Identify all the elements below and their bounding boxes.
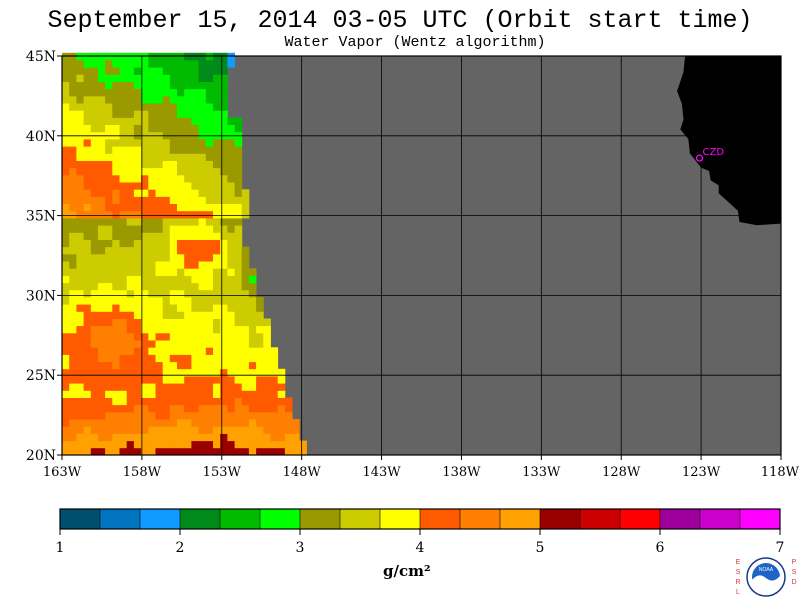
colorbar-swatch	[460, 509, 501, 529]
colorbar-swatch	[740, 509, 781, 529]
svg-text:L: L	[736, 589, 740, 596]
colorbar-units: g/cm²	[383, 562, 431, 580]
svg-text:P: P	[792, 559, 797, 566]
colorbar-tick-label: 5	[536, 540, 545, 556]
colorbar-swatch	[300, 509, 341, 529]
lon-label: 138W	[442, 465, 481, 480]
colorbar-tick-label: 4	[416, 540, 425, 556]
colorbar-swatch	[660, 509, 701, 529]
lat-label: 40N	[26, 129, 56, 145]
map-subtitle: Water Vapor (Wentz algorithm)	[284, 34, 546, 51]
colorbar-tick-label: 6	[656, 540, 665, 556]
svg-text:E: E	[736, 559, 741, 566]
lat-label: 45N	[26, 49, 56, 65]
lon-label: 148W	[283, 465, 322, 480]
colorbar-swatch	[340, 509, 381, 529]
colorbar-swatch	[140, 509, 181, 529]
swath-data	[62, 52, 781, 456]
california-coast	[677, 56, 781, 226]
colorbar-swatch	[380, 509, 421, 529]
lon-label: 158W	[123, 465, 162, 480]
colorbar-tick-label: 1	[56, 540, 65, 556]
lat-label: 20N	[26, 448, 56, 464]
colorbar-swatch	[180, 509, 221, 529]
lon-label: 118W	[761, 465, 800, 480]
lat-label: 35N	[26, 209, 56, 225]
colorbar-swatch	[540, 509, 581, 529]
lon-label: 133W	[522, 465, 561, 480]
station-marker: CZD	[695, 147, 725, 162]
lon-label: 153W	[203, 465, 242, 480]
colorbar-swatch	[700, 509, 741, 529]
noaa-text: NOAA	[759, 567, 774, 573]
colorbar-swatch	[60, 509, 101, 529]
lon-label: 123W	[682, 465, 721, 480]
svg-text:S: S	[736, 569, 741, 576]
svg-text:S: S	[792, 569, 797, 576]
colorbar-swatch	[500, 509, 541, 529]
colorbar-swatch	[100, 509, 141, 529]
colorbar-swatch	[580, 509, 621, 529]
lon-label: 163W	[43, 465, 82, 480]
lon-label: 143W	[362, 465, 401, 480]
svg-text:R: R	[735, 579, 740, 586]
colorbar-swatch	[620, 509, 661, 529]
colorbar-swatch	[220, 509, 261, 529]
colorbar-tick-label: 2	[176, 540, 185, 556]
map-title: September 15, 2014 03-05 UTC (Orbit star…	[47, 6, 753, 35]
station-label: CZD	[703, 147, 725, 158]
land-mask	[677, 56, 781, 226]
colorbar-swatch	[260, 509, 301, 529]
lat-label: 30N	[26, 288, 56, 304]
svg-text:D: D	[791, 579, 796, 586]
colorbar: 1 2 3 4 5 6 7	[56, 508, 785, 556]
lon-label: 128W	[602, 465, 641, 480]
station-icon	[695, 154, 704, 162]
colorbar-swatch	[420, 509, 461, 529]
colorbar-tick-label: 7	[776, 540, 785, 556]
colorbar-tick-label: 3	[296, 540, 305, 556]
lat-label: 25N	[26, 368, 56, 384]
psd-letters: PSD	[791, 559, 796, 586]
lat-lon-grid	[61, 55, 782, 456]
map-frame	[61, 55, 782, 456]
